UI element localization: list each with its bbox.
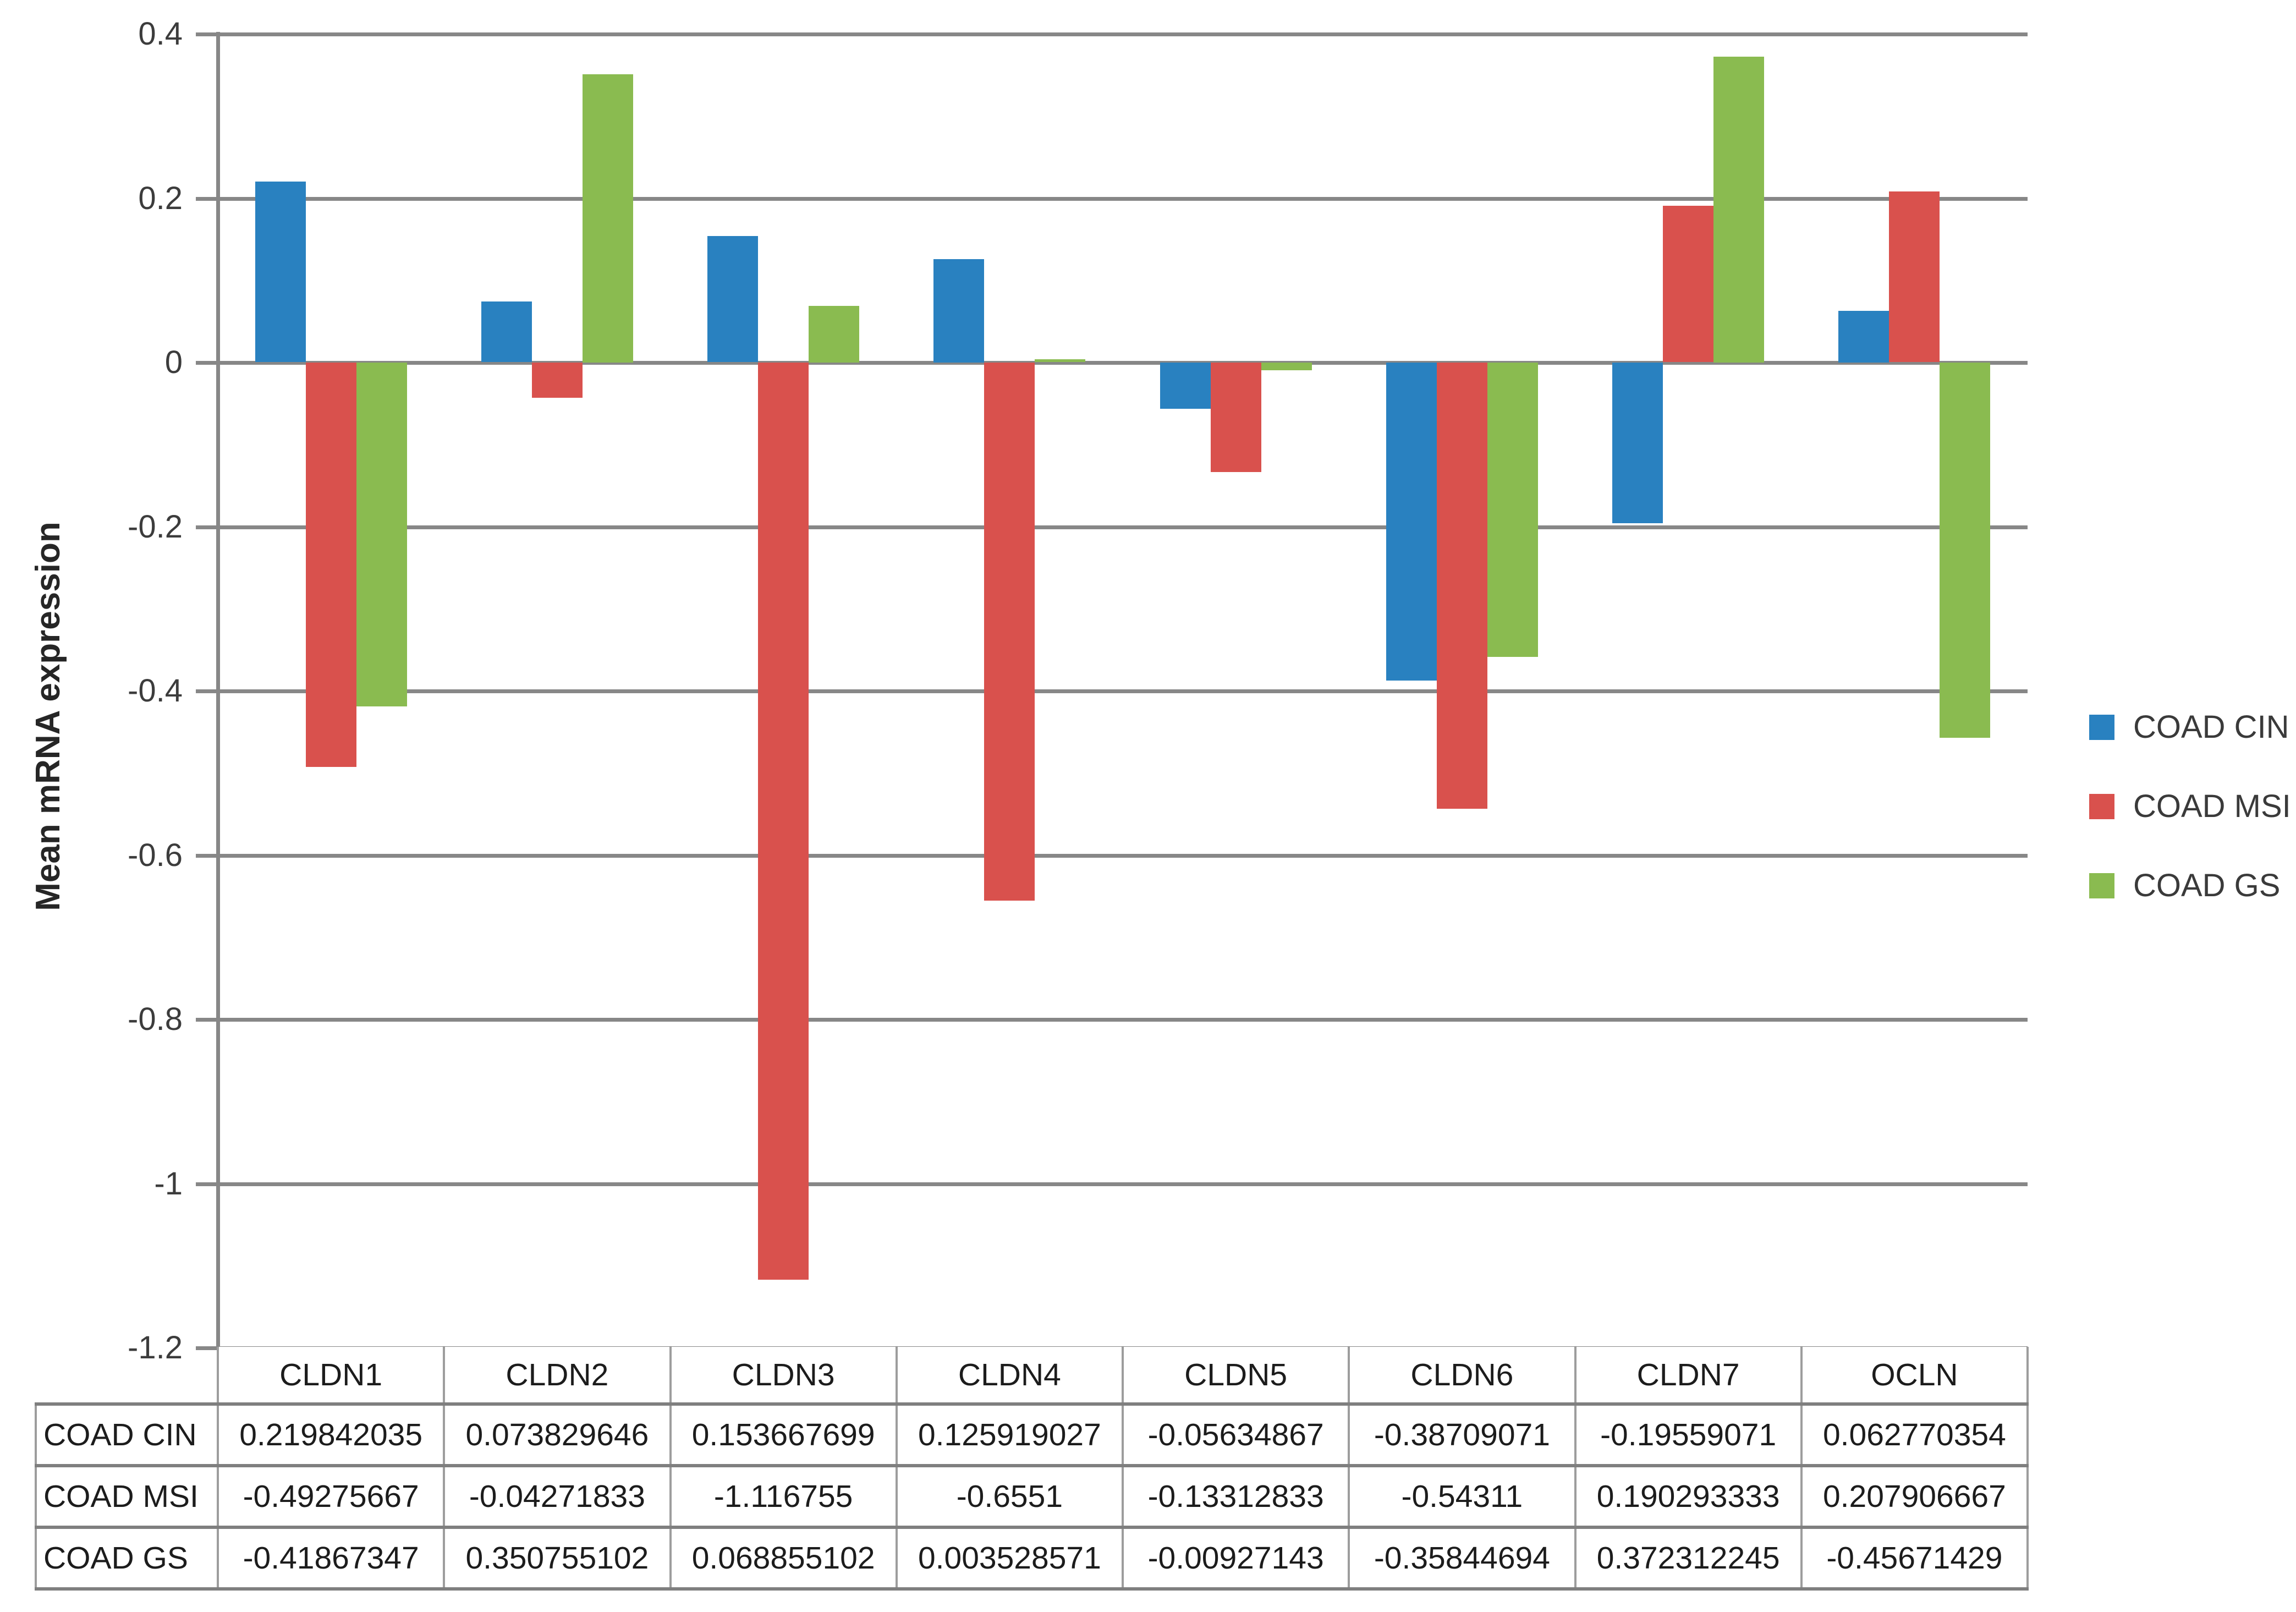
bar-coad-gs-cldn6 bbox=[1487, 363, 1538, 657]
y-tick-mark--1-2 bbox=[196, 1346, 218, 1350]
y-tick-label--1-2: -1.2 bbox=[128, 1330, 183, 1366]
gridline--0-4 bbox=[218, 689, 2028, 693]
bar-coad-msi-cldn1 bbox=[306, 363, 356, 767]
legend-label-coad-gs: COAD GS bbox=[2133, 868, 2281, 903]
table-cell-coad-cin-cldn2: 0.073829646 bbox=[443, 1402, 672, 1467]
bar-coad-msi-cldn4 bbox=[984, 363, 1035, 901]
gridline-0 bbox=[218, 361, 2028, 365]
y-tick-label--0-4: -0.4 bbox=[128, 673, 183, 709]
table-header-cldn7: CLDN7 bbox=[1574, 1347, 1803, 1406]
table-cell-coad-cin-cldn3: 0.153667699 bbox=[669, 1402, 898, 1467]
table-cell-coad-cin-cldn5: -0.05634867 bbox=[1121, 1402, 1350, 1467]
y-tick-mark--0-2 bbox=[196, 525, 218, 529]
bar-coad-cin-cldn1 bbox=[255, 182, 306, 362]
bar-coad-msi-cldn5 bbox=[1211, 363, 1261, 472]
table-cell-coad-gs-ocln: -0.45671429 bbox=[1800, 1526, 2029, 1591]
bar-coad-msi-ocln bbox=[1889, 191, 1940, 362]
gridline-0-4 bbox=[218, 32, 2028, 36]
table-cell-coad-gs-cldn4: 0.003528571 bbox=[895, 1526, 1124, 1591]
table-cell-coad-msi-cldn7: 0.190293333 bbox=[1574, 1464, 1803, 1529]
y-tick-label--1: -1 bbox=[154, 1166, 183, 1202]
table-cell-coad-msi-ocln: 0.207906667 bbox=[1800, 1464, 2029, 1529]
bar-coad-gs-cldn1 bbox=[356, 363, 407, 706]
y-tick-mark--0-4 bbox=[196, 689, 218, 693]
bar-coad-msi-cldn3 bbox=[758, 363, 809, 1280]
table-cell-coad-msi-cldn5: -0.13312833 bbox=[1121, 1464, 1350, 1529]
y-tick-label--0-2: -0.2 bbox=[128, 509, 183, 545]
y-tick-mark--1 bbox=[196, 1182, 218, 1186]
bar-coad-msi-cldn2 bbox=[532, 363, 583, 398]
bar-coad-cin-ocln bbox=[1838, 311, 1889, 363]
bar-coad-gs-cldn2 bbox=[583, 74, 633, 363]
bar-coad-cin-cldn7 bbox=[1612, 363, 1663, 523]
table-row-label-coad-cin: COAD CIN bbox=[35, 1402, 219, 1467]
table-cell-coad-cin-cldn4: 0.125919027 bbox=[895, 1402, 1124, 1467]
legend-label-coad-msi: COAD MSI bbox=[2133, 788, 2291, 824]
gridline--1 bbox=[218, 1182, 2028, 1186]
legend-label-coad-cin: COAD CIN bbox=[2133, 709, 2289, 745]
bar-coad-gs-cldn4 bbox=[1035, 359, 1085, 362]
bar-coad-gs-cldn3 bbox=[809, 306, 859, 363]
y-tick-label-0: 0 bbox=[164, 344, 183, 380]
table-row-label-coad-gs: COAD GS bbox=[35, 1526, 219, 1591]
bar-coad-cin-cldn3 bbox=[707, 236, 758, 362]
table-cell-coad-gs-cldn2: 0.350755102 bbox=[443, 1526, 672, 1591]
gridline--0-2 bbox=[218, 525, 2028, 529]
bar-coad-msi-cldn6 bbox=[1437, 363, 1487, 809]
table-header-cldn4: CLDN4 bbox=[895, 1347, 1124, 1406]
table-header-cldn6: CLDN6 bbox=[1348, 1347, 1577, 1406]
table-cell-coad-msi-cldn1: -0.49275667 bbox=[216, 1464, 446, 1529]
table-cell-coad-gs-cldn1: -0.41867347 bbox=[216, 1526, 446, 1591]
bar-coad-gs-cldn5 bbox=[1261, 363, 1312, 370]
table-cell-coad-gs-cldn5: -0.00927143 bbox=[1121, 1526, 1350, 1591]
table-cell-coad-msi-cldn2: -0.04271833 bbox=[443, 1464, 672, 1529]
table-cell-coad-cin-ocln: 0.062770354 bbox=[1800, 1402, 2029, 1467]
gridline-0-2 bbox=[218, 197, 2028, 201]
legend-swatch-coad-msi bbox=[2089, 794, 2114, 819]
gridline--0-6 bbox=[218, 854, 2028, 858]
bar-coad-cin-cldn4 bbox=[933, 259, 984, 363]
y-tick-mark--0-6 bbox=[196, 854, 218, 858]
table-cell-coad-gs-cldn3: 0.068855102 bbox=[669, 1526, 898, 1591]
table-cell-coad-gs-cldn6: -0.35844694 bbox=[1348, 1526, 1577, 1591]
y-tick-mark-0-4 bbox=[196, 32, 218, 36]
y-tick-mark-0 bbox=[196, 361, 218, 365]
table-cell-coad-msi-cldn4: -0.6551 bbox=[895, 1464, 1124, 1529]
bar-coad-msi-cldn7 bbox=[1663, 206, 1713, 362]
data-table: CLDN1 CLDN2 CLDN3 CLDN4 CLDN5 CLDN6 CLDN7 OCLN C… bbox=[35, 1347, 2029, 1591]
table-header-cldn1: CLDN1 bbox=[216, 1347, 446, 1406]
y-tick-mark-0-2 bbox=[196, 197, 218, 201]
y-tick-mark--0-8 bbox=[196, 1018, 218, 1022]
table-row-label-coad-msi: COAD MSI bbox=[35, 1464, 219, 1529]
table-header-cldn5: CLDN5 bbox=[1121, 1347, 1350, 1406]
bar-coad-cin-cldn5 bbox=[1160, 363, 1211, 409]
y-tick-label-0-2: 0.2 bbox=[138, 180, 183, 216]
table-corner-cell bbox=[36, 1347, 218, 1404]
legend-swatch-coad-gs bbox=[2089, 873, 2114, 898]
bar-coad-cin-cldn6 bbox=[1386, 363, 1437, 681]
legend-swatch-coad-cin bbox=[2089, 715, 2114, 740]
table-cell-coad-cin-cldn6: -0.38709071 bbox=[1348, 1402, 1577, 1467]
y-tick-label--0-8: -0.8 bbox=[128, 1001, 183, 1037]
table-cell-coad-cin-cldn7: -0.19559071 bbox=[1574, 1402, 1803, 1467]
y-axis-line bbox=[216, 32, 220, 1350]
gridline--0-8 bbox=[218, 1018, 2028, 1022]
y-tick-label--0-6: -0.6 bbox=[128, 837, 183, 873]
bar-coad-gs-ocln bbox=[1940, 363, 1990, 738]
table-cell-coad-cin-cldn1: 0.219842035 bbox=[216, 1402, 446, 1467]
bar-coad-cin-cldn2 bbox=[481, 301, 532, 362]
table-cell-coad-gs-cldn7: 0.372312245 bbox=[1574, 1526, 1803, 1591]
y-tick-label-0-4: 0.4 bbox=[138, 16, 183, 52]
bar-coad-gs-cldn7 bbox=[1713, 57, 1764, 363]
table-header-cldn3: CLDN3 bbox=[669, 1347, 898, 1406]
table-header-ocln: OCLN bbox=[1800, 1347, 2029, 1406]
table-header-cldn2: CLDN2 bbox=[443, 1347, 672, 1406]
table-cell-coad-msi-cldn3: -1.116755 bbox=[669, 1464, 898, 1529]
table-cell-coad-msi-cldn6: -0.54311 bbox=[1348, 1464, 1577, 1529]
